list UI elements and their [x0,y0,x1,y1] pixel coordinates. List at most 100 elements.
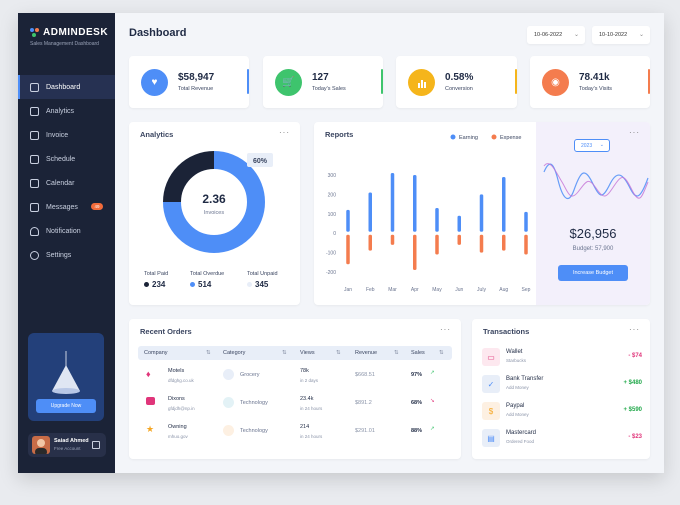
legend-expense: Expense [500,135,521,141]
sort-icon[interactable]: ⇅ [336,350,341,356]
column-category[interactable]: Category [223,350,246,356]
legend-label-overdue: Total Overdue [190,271,225,277]
category: Technology [240,428,268,434]
stat-accent-bar [381,69,383,94]
table-row[interactable]: ♦ Motels dfdghg.co.uk Grocery 78k in 2 d… [138,364,452,392]
bar-expense-feb [368,234,372,251]
legend-label-paid: Total Paid [144,271,169,277]
chevron-down-icon: ⌄ [599,142,604,148]
more-options-icon[interactable]: ··· [279,128,290,137]
date-from-picker[interactable]: 10-06-2022 ⌄ [527,26,585,44]
sort-icon[interactable]: ⇅ [282,350,287,356]
revenue: $891.2 [355,400,372,406]
logout-icon[interactable] [92,441,100,449]
views-period: in 24 hours [300,434,323,439]
reports-chart: Earning Expense 300 200 100 0 -100 -200 Jan Fe… [326,134,531,293]
transaction-sub: Ordered Food [506,439,535,444]
transaction-amount: - $74 [628,353,642,359]
transaction-item[interactable]: ▤ Mastercard Ordered Food - $23 [482,427,642,453]
category: Technology [240,400,268,406]
sidebar-item-schedule[interactable]: Schedule [18,147,115,171]
bar-earning-feb [368,192,372,232]
x-tick-label: Jan [344,287,352,293]
more-options-icon[interactable]: ··· [440,325,451,334]
stat-value: 127 [312,72,329,83]
sidebar-item-messages[interactable]: Messages 49 [18,195,115,219]
card-icon: ▤ [482,429,500,447]
sort-icon[interactable]: ⇅ [394,350,399,356]
x-tick-label: May [432,287,442,293]
y-tick-label: -100 [326,251,336,257]
increase-budget-button[interactable]: Increase Budget [558,265,628,281]
revenue: $668.51 [355,372,375,378]
logo-icon [30,28,40,38]
stat-card-sales: 🛒 127 Today's Sales [263,56,383,108]
sidebar-item-dashboard[interactable]: Dashboard [18,75,115,99]
sidebar-item-label: Schedule [46,155,76,163]
page-title: Dashboard [129,27,187,39]
sidebar-item-calendar[interactable]: Calendar [18,171,115,195]
budget-label: Budget: 57,900 [572,246,614,252]
x-tick-label: Jun [455,287,463,293]
date-to-value: 10-10-2022 [599,32,628,38]
budget-amount: $26,956 [569,226,617,241]
stat-label: Today's Visits [579,86,613,92]
more-options-icon[interactable]: ··· [629,325,640,334]
budget-sparkline [543,163,649,200]
sort-icon[interactable]: ⇅ [206,350,211,356]
stat-label: Conversion [445,86,473,92]
bar-expense-aug [502,234,506,251]
stat-card-conversion: 0.58% Conversion [396,56,517,108]
sidebar-item-analytics[interactable]: Analytics [18,99,115,123]
bar-expense-mar [390,234,395,245]
bar-earning-jun [457,215,461,232]
sort-icon[interactable]: ⇅ [439,350,444,356]
app-name: ADMINDESK [43,27,109,38]
bar-earning-may [435,207,439,232]
bar-expense-sep [524,234,528,255]
wallet-icon: ▭ [482,348,500,366]
stat-value: 78.41k [579,72,610,83]
column-revenue[interactable]: Revenue [355,350,378,356]
bar-earning-july [479,194,484,232]
user-profile[interactable]: Saiad Ahmed Free Account [28,433,106,457]
trend-up-icon: ↗ [430,426,435,432]
message-icon [30,202,39,212]
x-tick-label: Aug [499,287,508,293]
year-select[interactable]: 2023 ⌄ [574,139,610,152]
x-tick-label: Apr [411,287,419,293]
sidebar-item-invoice[interactable]: Invoice [18,123,115,147]
bell-icon [30,226,39,236]
bar-earning-jan [346,209,350,232]
date-to-picker[interactable]: 10-10-2022 ⌄ [592,26,650,44]
stat-card-visits: ◉ 78.41k Today's Visits [530,56,650,108]
transaction-item[interactable]: $ Paypal Add Money + $590 [482,400,642,426]
column-company[interactable]: Company [144,350,168,356]
year-select-value: 2023 [581,143,593,149]
sidebar: ADMINDESK Sales Management Dashboard Das… [18,13,115,473]
cart-icon: 🛒 [275,69,302,96]
avatar [32,436,50,454]
company-domain: dfdghg.co.uk [168,378,194,383]
stat-value: $58,947 [178,72,215,83]
views: 23.4k [300,396,314,402]
column-views[interactable]: Views [300,350,315,356]
grid-icon [30,82,39,92]
table-row[interactable]: ★ Owning mhuo.gov Technology 214 in 24 h… [138,420,452,448]
upgrade-now-button[interactable]: Upgrade Now [36,399,96,413]
company-logo-icon: ♦ [146,369,151,379]
transaction-item[interactable]: ✓ Bank Transfer Add Money + $480 [482,373,642,399]
more-options-icon[interactable]: ··· [629,128,640,137]
sidebar-item-notification[interactable]: Notification [18,219,115,243]
check-icon: ✓ [482,375,500,393]
column-sales[interactable]: Sales [411,350,425,356]
table-row[interactable]: Dixons gfdjdh@np.in Technology 23.4k in … [138,392,452,420]
schedule-icon [30,154,39,164]
bar-earning-apr [413,175,417,232]
transaction-sub: Add Money [506,412,529,417]
sidebar-item-settings[interactable]: Settings [18,243,115,267]
bar-earning-mar [390,173,395,232]
donut-center-value: 2.36 [202,192,226,206]
transaction-item[interactable]: ▭ Wallet Starbucks - $74 [482,346,642,372]
x-tick-label: Sep [522,287,531,293]
